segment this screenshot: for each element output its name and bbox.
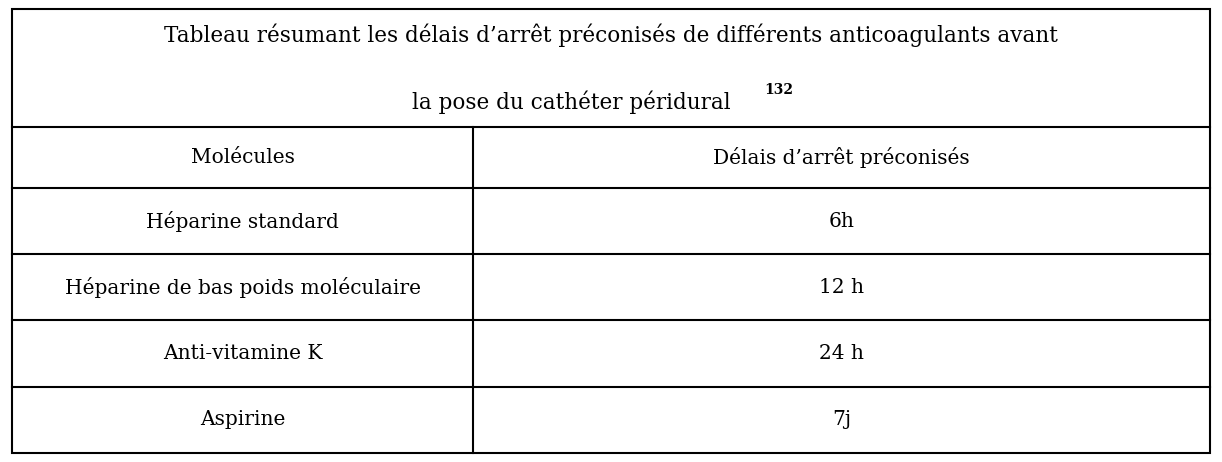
Text: 6h: 6h [829, 212, 854, 231]
Text: 24 h: 24 h [819, 344, 864, 363]
Text: Héparine standard: Héparine standard [147, 211, 340, 231]
Text: Anti-vitamine K: Anti-vitamine K [163, 344, 323, 363]
Text: Tableau résumant les délais d’arrêt préconisés de différents anticoagulants avan: Tableau résumant les délais d’arrêt préc… [164, 24, 1058, 48]
Text: 12 h: 12 h [819, 278, 864, 297]
Text: Aspirine: Aspirine [200, 410, 286, 429]
Text: la pose du cathéter péridural: la pose du cathéter péridural [412, 91, 737, 115]
Text: Molécules: Molécules [191, 148, 295, 167]
Text: Héparine de bas poids moléculaire: Héparine de bas poids moléculaire [65, 277, 420, 298]
Text: 132: 132 [764, 83, 793, 97]
Text: Délais d’arrêt préconisés: Délais d’arrêt préconisés [714, 147, 970, 168]
Text: 7j: 7j [832, 410, 851, 429]
